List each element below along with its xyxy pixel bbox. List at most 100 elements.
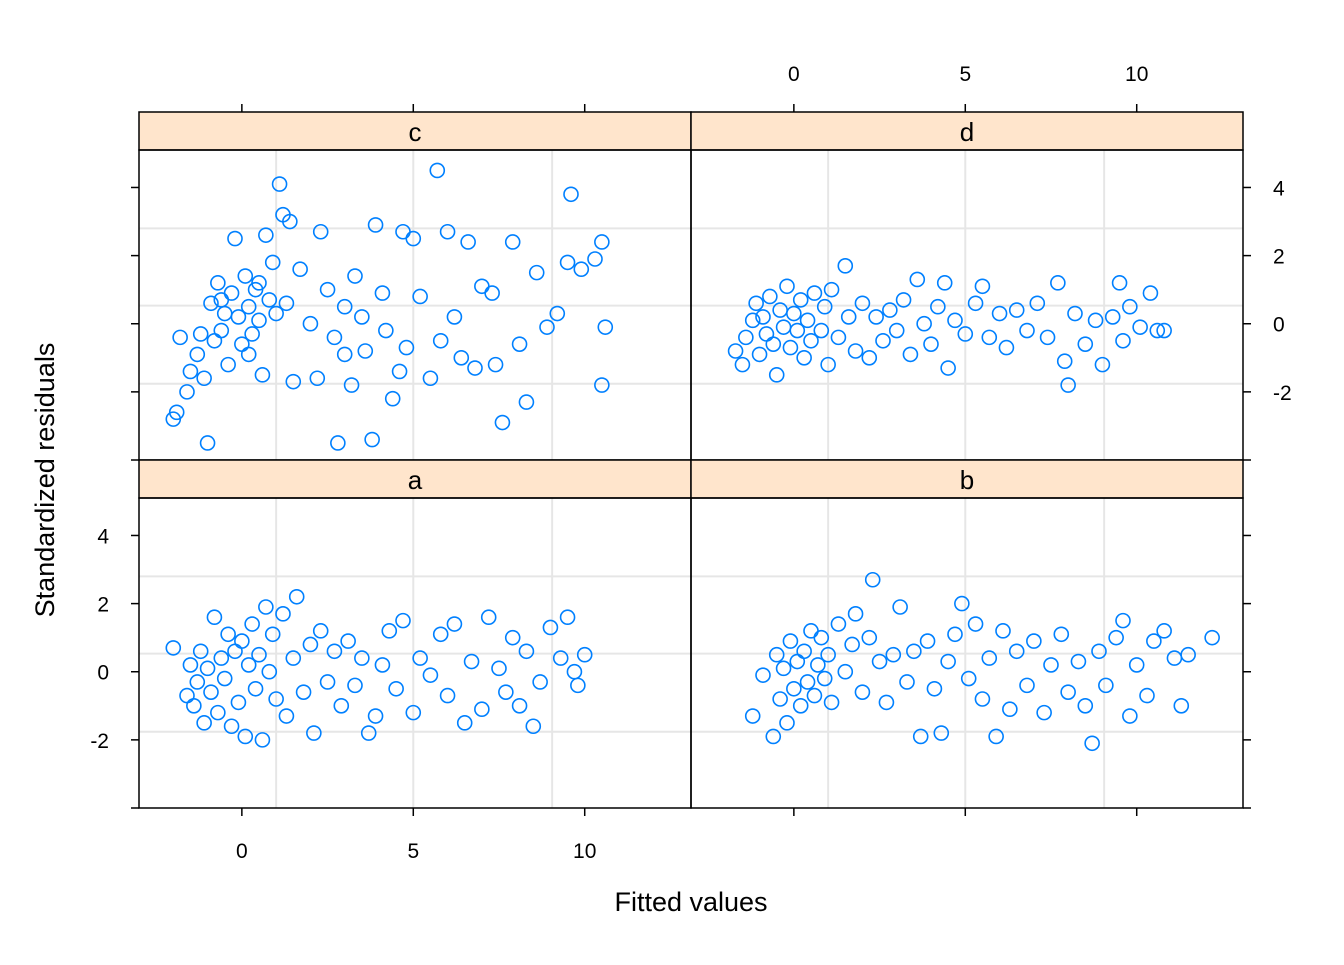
data-point-a [504,629,521,646]
data-point-a [498,684,514,700]
data-point-a [254,732,271,748]
data-point-a [374,657,391,673]
data-point-b [892,599,908,615]
data-point-d [998,339,1015,356]
data-point-c [364,431,380,448]
data-point-a [518,643,535,660]
data-point-c [484,285,500,301]
data-point-c [539,319,555,335]
data-point-a [340,633,356,649]
data-point-a [559,609,576,626]
data-point-a [251,646,267,663]
data-point-d [1039,329,1056,346]
strip-d [690,111,1244,151]
data-point-d [751,346,768,363]
frame-layer: c d 0 5 10 -2 0 2 4 a 0 5 10 -2 0 2 4 b [90,63,1291,863]
data-point-d [816,298,833,315]
data-point-c [240,298,257,315]
data-point-c [511,336,528,352]
data-point-b [864,571,881,588]
data-point-d [974,278,991,295]
y-tick-label-right: -2 [1273,382,1292,405]
data-point-d [868,309,884,325]
data-point-b [803,623,819,639]
data-point-b [789,653,806,670]
data-point-c [189,346,206,363]
data-point-c [504,234,521,250]
data-point-a [354,650,370,666]
data-point-c [282,213,298,230]
data-point-a [367,708,384,724]
data-point-c [223,285,240,301]
data-point-b [954,595,970,612]
data-point-d [1132,319,1148,335]
data-point-c [213,292,230,308]
data-point-d [768,367,785,383]
data-point-b [981,650,998,666]
data-point-d [813,322,830,339]
data-point-c [172,329,188,346]
data-point-b [786,680,802,697]
data-point-b [744,708,761,724]
data-point-d [830,329,847,346]
data-point-c [261,292,278,308]
data-point-b [779,715,795,731]
data-point-b [899,674,915,690]
data-point-d [1122,298,1138,315]
data-point-a [532,674,548,690]
data-point-b [837,663,854,680]
data-point-c [467,360,483,376]
data-point-d [738,329,754,346]
data-point-a [395,612,411,629]
strip-label-d: d [960,117,974,147]
data-point-d [840,309,857,325]
data-point-b [806,687,823,704]
data-point-d [806,285,823,301]
data-point-d [1104,309,1121,325]
data-point-d [847,343,864,359]
data-point-a [227,643,243,660]
data-point-c [199,435,216,451]
data-point-a [264,626,281,643]
y-tick-label: -2 [90,730,109,753]
data-point-b [1019,677,1035,694]
data-point-a [319,674,336,690]
data-point-a [525,718,542,735]
data-point-c [422,370,439,387]
data-point-d [930,298,946,315]
strip-a [138,459,692,499]
data-point-b [1026,633,1042,649]
data-point-d [1115,332,1131,349]
data-point-d [916,315,932,332]
data-point-a [275,606,291,622]
data-point-b [775,660,792,677]
data-point-c [549,305,566,322]
data-point-d [1156,322,1172,339]
data-point-a [247,680,264,697]
data-point-b [799,674,816,690]
data-point-b [1036,704,1052,721]
data-point-c [196,370,212,387]
data-point-d [940,360,956,376]
data-point-d [775,319,792,335]
data-point-c [312,223,329,240]
data-point-a [312,623,329,639]
data-point-b [1156,623,1172,639]
data-point-a [258,599,274,615]
data-point-a [302,636,319,653]
data-point-c [446,309,463,325]
data-point-d [789,322,806,339]
data-point-a [244,616,260,632]
data-point-c [563,186,579,203]
data-point-a [333,698,350,714]
data-point-b [755,667,771,683]
x-axis-label: Fitted values [614,887,767,917]
data-point-a [360,725,377,741]
data-point-d [991,305,1008,322]
data-point-a [463,653,480,670]
data-point-a [388,680,404,697]
data-point-d [936,275,953,291]
data-point-b [926,680,943,697]
data-point-b [919,633,936,649]
x-tick-label: 10 [573,840,596,863]
